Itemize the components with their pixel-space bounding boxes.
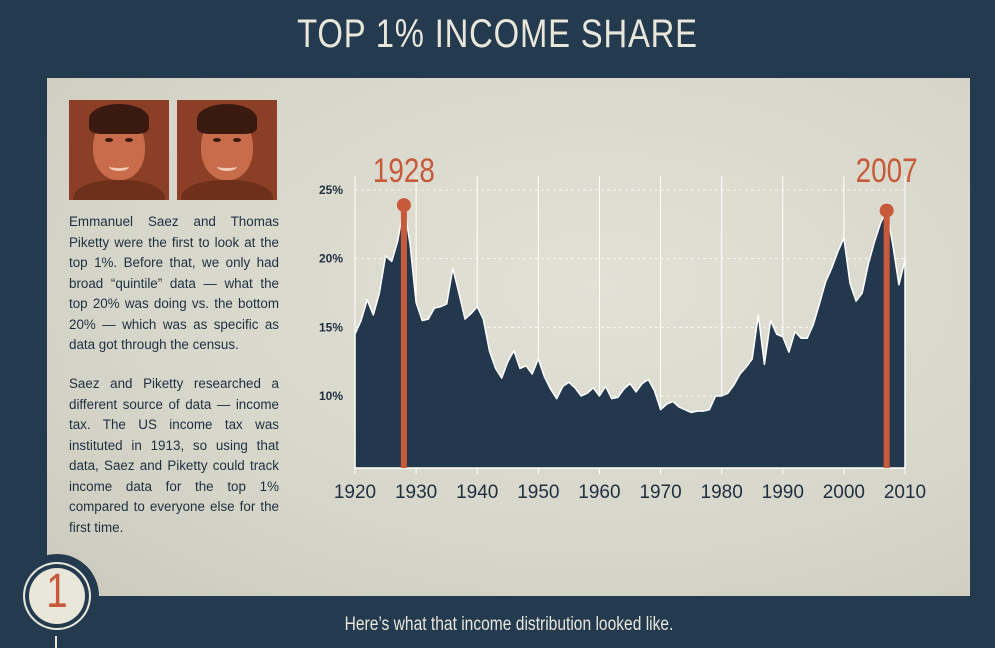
page-title: TOP 1% INCOME SHARE xyxy=(297,12,698,56)
portrait-eye xyxy=(125,138,133,142)
highlight-point-1928 xyxy=(396,198,411,213)
portrait-eye xyxy=(233,138,241,142)
area-series xyxy=(354,204,906,469)
x-tick-label: 1990 xyxy=(762,482,804,503)
highlight-label-1928: 1928 xyxy=(373,151,435,189)
x-tick-label: 1970 xyxy=(639,482,681,503)
step-number: 1 xyxy=(46,565,68,618)
y-tick-label: 25% xyxy=(319,183,343,197)
y-tick-labels: 10% 15% 20% 25% xyxy=(319,183,343,403)
portrait-body xyxy=(73,180,165,200)
intro-paragraph: Emmanuel Saez and Thomas Piketty were th… xyxy=(69,214,279,352)
x-tick-labels: 1920 1930 1940 1950 1960 1970 1980 1990 2000 2010 xyxy=(334,482,926,503)
step-badge-stem xyxy=(55,636,57,648)
source-paragraph: Saez and Piketty researched a different … xyxy=(69,376,279,535)
x-tick-label: 1940 xyxy=(456,482,498,503)
content-panel: Emmanuel Saez and Thomas Piketty were th… xyxy=(47,78,970,596)
y-tick-label: 15% xyxy=(319,320,343,334)
x-tick-label: 1950 xyxy=(517,482,559,503)
portrait-eye xyxy=(105,138,113,142)
x-tick-label: 1920 xyxy=(334,482,376,503)
photo-emmanuel-saez xyxy=(69,100,169,200)
portrait-hair xyxy=(197,104,257,134)
step-badge: 1 xyxy=(15,554,99,638)
x-tick-label: 2010 xyxy=(884,482,926,503)
photo-thomas-piketty xyxy=(177,100,277,200)
income-share-chart: 1928 2007 10%15%20%25% 1920 1930 1940 1950 19… xyxy=(319,151,926,503)
portrait-body xyxy=(181,180,273,200)
highlight-markers: 1928 2007 xyxy=(373,151,918,468)
y-tick-label: 10% xyxy=(319,389,343,403)
highlight-bar-2007 xyxy=(883,210,890,468)
portrait-mouth xyxy=(109,162,129,171)
highlight-label-2007: 2007 xyxy=(856,151,918,189)
x-tick-label: 2000 xyxy=(823,482,865,503)
x-tick-label: 1960 xyxy=(578,482,620,503)
x-tick-label: 1980 xyxy=(701,482,743,503)
portrait-eye xyxy=(213,138,221,142)
step-badge-ring xyxy=(23,562,91,630)
highlight-point-2007 xyxy=(879,203,894,218)
portrait-hair xyxy=(89,104,149,134)
x-tick-label: 1930 xyxy=(395,482,437,503)
highlight-bar-1928 xyxy=(400,205,407,468)
caption: Here’s what that income distribution loo… xyxy=(344,614,674,635)
y-tick-label: 20% xyxy=(319,252,343,266)
portrait-mouth xyxy=(217,162,237,171)
